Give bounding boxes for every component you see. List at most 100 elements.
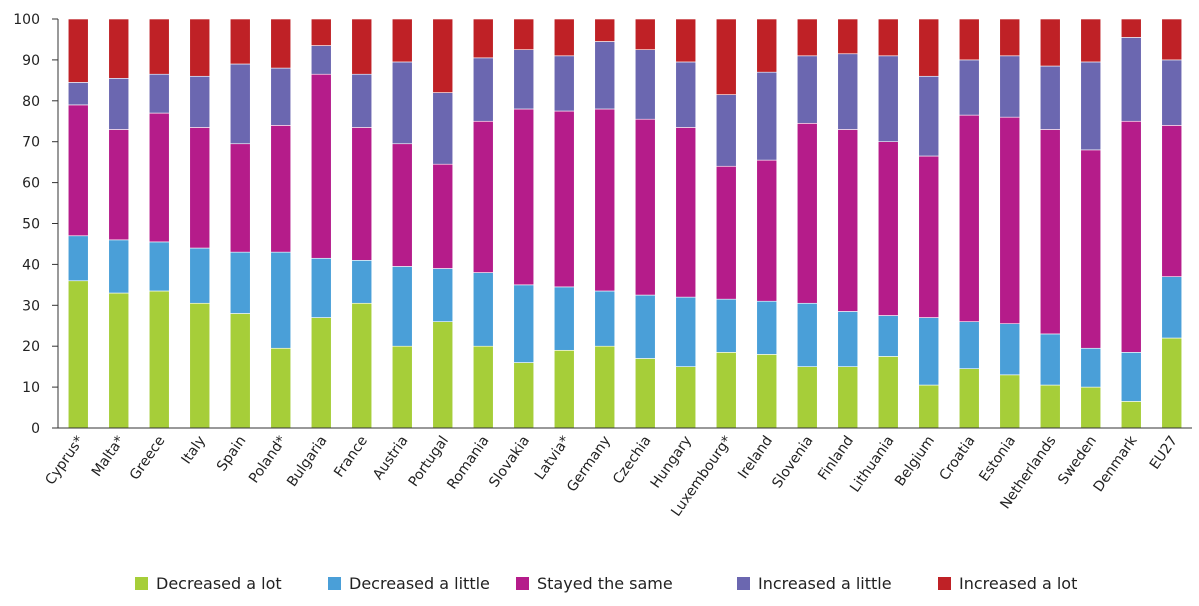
bar-segment <box>958 18 980 61</box>
bar-segment <box>472 120 494 273</box>
bar-segment <box>796 366 818 429</box>
bar-segment <box>715 298 737 353</box>
bar-segment <box>958 368 980 429</box>
bar-segment <box>958 59 980 116</box>
bar-segment <box>1120 37 1142 122</box>
bar-segment <box>391 61 413 145</box>
x-category-label: France <box>331 433 371 480</box>
bar-segment <box>270 67 292 126</box>
bar-segment <box>1039 129 1061 335</box>
bar-segment <box>675 127 697 298</box>
bar-segment <box>513 362 535 429</box>
bar-segment <box>67 18 89 83</box>
y-tick-label: 10 <box>22 380 40 396</box>
bar-segment <box>756 354 778 429</box>
bar-segment <box>108 239 130 294</box>
legend-swatch <box>938 577 951 590</box>
bar-segment <box>594 18 616 42</box>
bar-segment <box>553 55 575 112</box>
bar-segment <box>1039 65 1061 130</box>
bar-segment <box>472 345 494 429</box>
y-tick-label: 50 <box>22 217 40 233</box>
bar-segment <box>1080 386 1102 429</box>
bar-segment <box>675 296 697 367</box>
x-category-label: Estonia <box>976 433 1019 484</box>
bar-segment <box>1039 384 1061 429</box>
bar-segment <box>796 122 818 304</box>
x-category-label: Ireland <box>735 433 776 482</box>
bar-segment <box>391 266 413 347</box>
bar-segment <box>189 247 211 304</box>
x-category-label: Greece <box>127 433 169 483</box>
bar-segment <box>108 18 130 79</box>
bar-segment <box>553 286 575 351</box>
bar-segment <box>310 317 332 429</box>
bar-segment <box>189 75 211 128</box>
y-tick-label: 40 <box>22 257 40 273</box>
bar-segment <box>594 108 616 292</box>
bar-segment <box>1080 347 1102 388</box>
bar-segment <box>837 311 859 367</box>
bar-segment <box>351 260 373 304</box>
bar-segment <box>958 114 980 322</box>
bar-segment <box>553 18 575 57</box>
y-tick-label: 30 <box>22 298 40 314</box>
legend-label: Stayed the same <box>537 574 673 593</box>
bar-segment <box>391 345 413 429</box>
y-tick-label: 100 <box>13 12 40 28</box>
bar-segment <box>270 347 292 429</box>
bar-segment <box>999 323 1021 376</box>
bar-segment <box>229 313 251 429</box>
x-category-label: Slovakia <box>486 433 533 490</box>
bar-segment <box>513 18 535 50</box>
x-category-label: Poland* <box>246 433 290 486</box>
bar-segment <box>675 61 697 128</box>
x-category-label: Austria <box>370 433 411 483</box>
bar-segment <box>67 104 89 237</box>
legend-label: Increased a little <box>758 574 892 593</box>
bar-segment <box>877 18 899 57</box>
bar-segment <box>148 241 170 292</box>
x-category-label: Sweden <box>1055 433 1100 487</box>
bar-segment <box>796 55 818 124</box>
legend-label: Decreased a lot <box>156 574 282 593</box>
bar-segment <box>918 75 940 157</box>
bar-segment <box>715 94 737 167</box>
bar-segment <box>918 384 940 429</box>
bar-segment <box>634 18 656 50</box>
y-tick-label: 70 <box>22 135 40 151</box>
legend-swatch <box>328 577 341 590</box>
bar-segment <box>715 165 737 300</box>
legend-swatch <box>516 577 529 590</box>
x-category-label: Belgium <box>892 433 938 489</box>
x-category-label: Latvia* <box>532 433 574 483</box>
x-category-label: Cyprus* <box>42 433 87 488</box>
bar-segment <box>270 125 292 253</box>
bar-segment <box>108 292 130 429</box>
bars <box>67 18 1183 429</box>
bar-segment <box>432 18 454 93</box>
bar-segment <box>351 18 373 75</box>
bar-segment <box>351 73 373 128</box>
y-tick-label: 0 <box>31 421 40 437</box>
bar-segment <box>634 118 656 296</box>
x-category-label: Malta* <box>89 433 128 480</box>
y-tick-label: 20 <box>22 339 40 355</box>
legend-swatch <box>737 577 750 590</box>
bar-segment <box>108 129 130 241</box>
bar-segment <box>715 352 737 429</box>
x-category-label: Spain <box>214 433 250 474</box>
bar-segment <box>513 108 535 286</box>
y-tick-label: 80 <box>22 94 40 110</box>
bar-segment <box>999 116 1021 325</box>
bar-segment <box>1039 18 1061 67</box>
bar-segment <box>594 290 616 347</box>
bar-segment <box>918 18 940 77</box>
bar-segment <box>310 73 332 259</box>
bar-segment <box>148 112 170 243</box>
bar-segment <box>1080 149 1102 349</box>
legend-label: Decreased a little <box>349 574 490 593</box>
bar-segment <box>756 71 778 161</box>
bar-segment <box>594 41 616 110</box>
x-category-label: Finland <box>815 433 857 483</box>
